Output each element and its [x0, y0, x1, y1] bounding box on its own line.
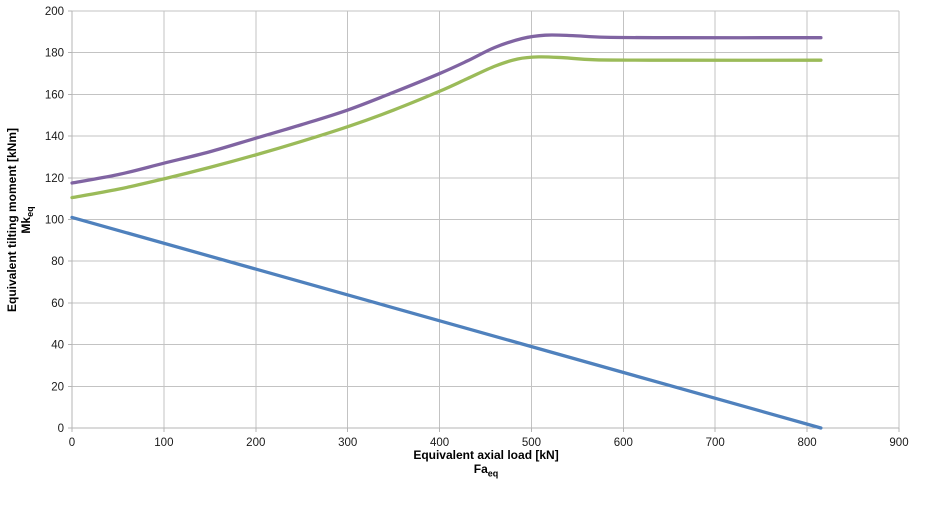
x-tick-label: 200 — [246, 437, 265, 449]
series-blue-line — [70, 215, 823, 430]
x-axis-title-line1: Equivalent axial load [kN] — [413, 448, 559, 462]
y-axis-title-line1: Equivalent tilting moment [kNm] — [4, 127, 19, 313]
x-tick-label: 100 — [154, 437, 173, 449]
y-axis-title-line2: Mkeq — [18, 206, 36, 234]
x-tick-label: 900 — [889, 437, 908, 449]
y-tick-label: 80 — [51, 256, 64, 268]
x-tick-label: 400 — [430, 437, 449, 449]
y-axis-title: Equivalent tilting moment [kNm] Mkeq — [5, 128, 37, 312]
x-axis-title-line2: Faeq — [473, 462, 499, 479]
x-tick-label: 700 — [706, 437, 725, 449]
y-tick-label: 160 — [45, 89, 64, 101]
y-tick-label: 120 — [45, 173, 64, 185]
y-tick-label: 60 — [51, 298, 64, 310]
x-tick-label: 0 — [69, 437, 75, 449]
x-tick-label: 600 — [614, 437, 633, 449]
x-tick-label: 500 — [522, 437, 541, 449]
y-tick-label: 100 — [45, 215, 64, 227]
x-tick-label: 300 — [338, 437, 357, 449]
y-axis-subscript: eq — [25, 206, 36, 217]
y-tick-label: 140 — [45, 131, 64, 143]
y-tick-label: 20 — [51, 381, 64, 393]
series-purple-curve — [70, 33, 823, 185]
x-axis-title: Equivalent axial load [kN] Faeq — [413, 448, 558, 480]
y-tick-label: 180 — [45, 48, 64, 60]
x-tick-label: 800 — [798, 437, 817, 449]
x-axis-subscript: eq — [487, 468, 499, 479]
y-tick-label: 40 — [51, 340, 64, 352]
y-tick-label: 0 — [58, 423, 64, 435]
y-tick-label: 200 — [45, 6, 64, 18]
series-green-curve — [70, 55, 823, 200]
